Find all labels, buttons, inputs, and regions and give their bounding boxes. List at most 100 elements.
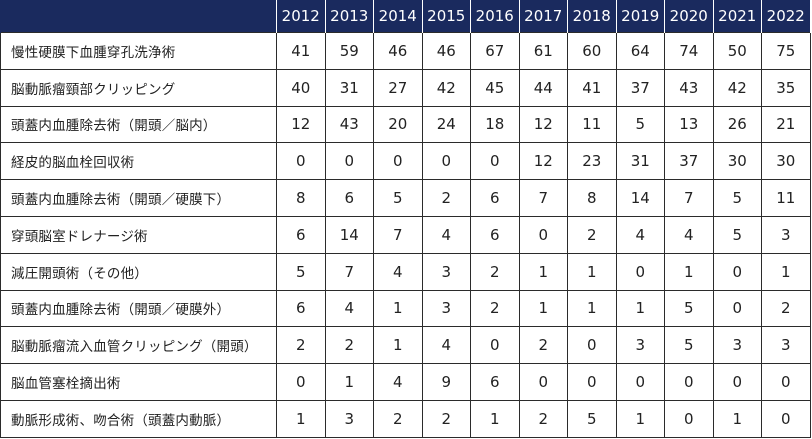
procedure-name-cell: 頭蓋内血腫除去術（開頭／硬膜下）: [0, 179, 277, 217]
count-cell: 1: [373, 326, 423, 365]
count-cell: 5: [615, 105, 665, 144]
count-cell: 37: [664, 142, 714, 181]
procedure-name-cell: 脳動脈瘤流入血管クリッピング（開頭）: [0, 326, 277, 365]
count-cell: 41: [276, 32, 326, 70]
count-cell: 74: [664, 32, 714, 70]
count-cell: 7: [373, 215, 423, 254]
table-header: 2012 2013 2014 2015 2016 2017 2018 2019 2020 2021…: [0, 0, 811, 33]
count-cell: 44: [518, 68, 568, 107]
count-cell: 20: [373, 105, 423, 144]
count-cell: 0: [518, 215, 568, 254]
table-body: 慢性硬膜下血腫穿孔洗浄術 41 59 46 46 67 61 60 64 74 50 75 脳動脈瘤頸部…: [0, 32, 811, 438]
count-cell: 2: [276, 326, 326, 365]
count-cell: 0: [470, 142, 520, 181]
count-cell: 2: [470, 289, 520, 328]
table-row: 動脈形成術、吻合術（頭蓋内動脈） 1 3 2 2 1 2 5 1 0 1 0: [0, 399, 811, 438]
count-cell: 43: [664, 68, 714, 107]
count-cell: 30: [761, 142, 811, 181]
count-cell: 41: [567, 68, 617, 107]
table-row: 慢性硬膜下血腫穿孔洗浄術 41 59 46 46 67 61 60 64 74 50 75: [0, 32, 811, 70]
count-cell: 7: [324, 252, 374, 291]
count-cell: 40: [276, 68, 326, 107]
count-cell: 1: [518, 252, 568, 291]
count-cell: 1: [615, 399, 665, 438]
count-cell: 1: [567, 252, 617, 291]
count-cell: 1: [518, 289, 568, 328]
procedure-name-cell: 脳動脈瘤頸部クリッピング: [0, 68, 277, 107]
count-cell: 2: [518, 326, 568, 365]
count-cell: 46: [373, 32, 423, 70]
count-cell: 23: [567, 142, 617, 181]
count-cell: 42: [712, 68, 762, 107]
count-cell: 5: [664, 326, 714, 365]
count-cell: 3: [324, 399, 374, 438]
count-cell: 31: [324, 68, 374, 107]
count-cell: 21: [761, 105, 811, 144]
count-cell: 60: [567, 32, 617, 70]
table-row: 穿頭脳室ドレナージ術 6 14 7 4 6 0 2 4 4 5 3: [0, 215, 811, 254]
count-cell: 0: [276, 142, 326, 181]
header-row: 2012 2013 2014 2015 2016 2017 2018 2019 2020 2021…: [0, 0, 811, 33]
header-corner-cell: [0, 0, 277, 33]
count-cell: 2: [324, 326, 374, 365]
count-cell: 5: [712, 179, 762, 217]
procedure-name-cell: 頭蓋内血腫除去術（開頭／脳内）: [0, 105, 277, 144]
count-cell: 1: [324, 363, 374, 401]
year-header-cell: 2021: [712, 0, 762, 33]
count-cell: 0: [615, 363, 665, 401]
count-cell: 12: [518, 105, 568, 144]
count-cell: 2: [421, 399, 471, 438]
count-cell: 5: [373, 179, 423, 217]
count-cell: 2: [567, 215, 617, 254]
count-cell: 18: [470, 105, 520, 144]
table-row: 減圧開頭術（その他） 5 7 4 3 2 1 1 0 1 0 1: [0, 252, 811, 291]
count-cell: 11: [567, 105, 617, 144]
count-cell: 1: [712, 399, 762, 438]
count-cell: 26: [712, 105, 762, 144]
count-cell: 31: [615, 142, 665, 181]
count-cell: 4: [421, 215, 471, 254]
count-cell: 8: [567, 179, 617, 217]
table-row: 脳動脈瘤流入血管クリッピング（開頭） 2 2 1 4 0 2 0 3 5 3 3: [0, 326, 811, 365]
table-row: 脳動脈瘤頸部クリッピング 40 31 27 42 45 44 41 37 43 42 35: [0, 68, 811, 107]
table-row: 経皮的脳血栓回収術 0 0 0 0 0 12 23 31 37 30 30: [0, 142, 811, 181]
year-header-cell: 2015: [421, 0, 471, 33]
count-cell: 0: [664, 399, 714, 438]
count-cell: 59: [324, 32, 374, 70]
count-cell: 0: [470, 326, 520, 365]
count-cell: 14: [324, 215, 374, 254]
count-cell: 6: [276, 289, 326, 328]
procedure-name-cell: 減圧開頭術（その他）: [0, 252, 277, 291]
year-header-cell: 2022: [761, 0, 811, 33]
count-cell: 0: [421, 142, 471, 181]
year-header-cell: 2012: [276, 0, 326, 33]
count-cell: 4: [324, 289, 374, 328]
year-header-cell: 2017: [518, 0, 568, 33]
table-row: 頭蓋内血腫除去術（開頭／脳内） 12 43 20 24 18 12 11 5 13 26 21: [0, 105, 811, 144]
year-header-cell: 2019: [615, 0, 665, 33]
count-cell: 64: [615, 32, 665, 70]
count-cell: 3: [761, 215, 811, 254]
count-cell: 2: [470, 252, 520, 291]
count-cell: 4: [664, 215, 714, 254]
count-cell: 3: [421, 289, 471, 328]
table-row: 頭蓋内血腫除去術（開頭／硬膜外） 6 4 1 3 2 1 1 1 5 0 2: [0, 289, 811, 328]
count-cell: 0: [761, 399, 811, 438]
count-cell: 1: [664, 252, 714, 291]
count-cell: 43: [324, 105, 374, 144]
count-cell: 0: [518, 363, 568, 401]
count-cell: 0: [712, 363, 762, 401]
count-cell: 6: [470, 215, 520, 254]
year-header-cell: 2016: [470, 0, 520, 33]
count-cell: 1: [276, 399, 326, 438]
count-cell: 5: [712, 215, 762, 254]
year-header-cell: 2014: [373, 0, 423, 33]
count-cell: 6: [276, 215, 326, 254]
count-cell: 0: [373, 142, 423, 181]
procedure-name-cell: 動脈形成術、吻合術（頭蓋内動脈）: [0, 399, 277, 438]
count-cell: 37: [615, 68, 665, 107]
year-header-cell: 2013: [324, 0, 374, 33]
count-cell: 46: [421, 32, 471, 70]
count-cell: 27: [373, 68, 423, 107]
